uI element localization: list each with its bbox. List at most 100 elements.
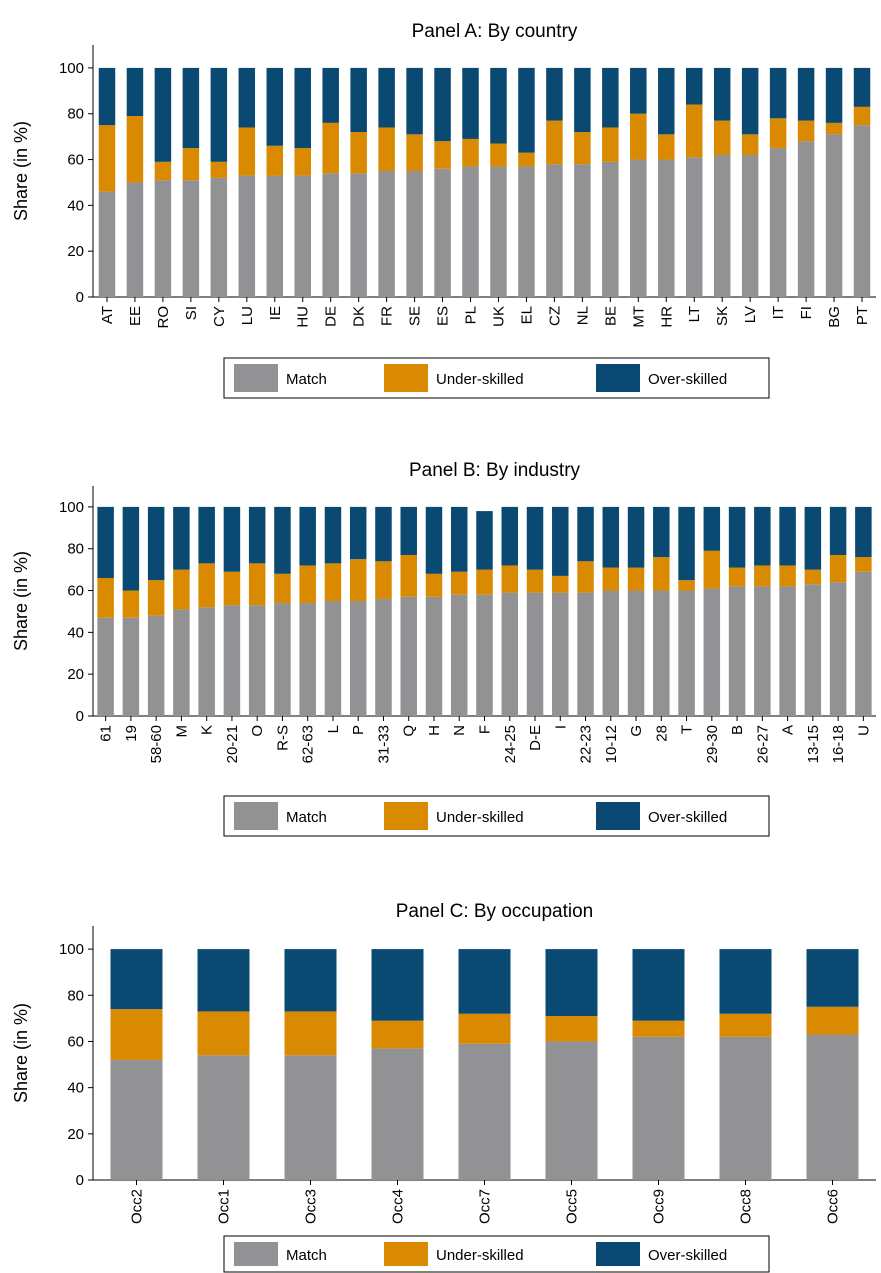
bar-match xyxy=(462,166,479,297)
bar-match xyxy=(518,166,535,297)
x-tick-label: FI xyxy=(798,306,815,319)
bar-under-skilled xyxy=(476,569,493,595)
bar-under-skilled xyxy=(754,565,771,587)
y-tick-label: 0 xyxy=(76,289,84,306)
bar-under-skilled xyxy=(458,1013,511,1044)
bar-under-skilled xyxy=(425,573,443,597)
x-tick-label: 20-21 xyxy=(224,725,241,763)
legend-label: Match xyxy=(286,371,327,388)
bar-under-skilled xyxy=(518,152,535,167)
bar-over-skilled xyxy=(602,67,619,128)
y-tick-label: 20 xyxy=(67,243,84,260)
x-tick-label: Occ4 xyxy=(390,1189,407,1224)
x-tick-label: HR xyxy=(658,306,675,328)
bar-under-skilled xyxy=(375,561,392,599)
bar-over-skilled xyxy=(425,506,443,574)
bar-under-skilled xyxy=(98,125,116,192)
bar-match xyxy=(545,1041,598,1180)
bar-match xyxy=(552,592,569,716)
bar-match xyxy=(349,601,367,716)
bar-over-skilled xyxy=(769,67,787,119)
bar-match xyxy=(434,168,451,297)
legend-label: Match xyxy=(286,1247,327,1264)
bar-over-skilled xyxy=(182,67,200,149)
bar-match xyxy=(741,154,759,297)
bar-over-skilled xyxy=(825,67,843,123)
x-tick-label: MT xyxy=(630,306,647,328)
bar-over-skilled xyxy=(490,67,507,144)
bar-match xyxy=(450,594,468,716)
x-tick-label: HU xyxy=(295,306,312,328)
legend-label: Match xyxy=(286,809,327,826)
chart-title: Panel B: By industry xyxy=(409,460,581,481)
bar-over-skilled xyxy=(154,67,172,162)
y-tick-label: 100 xyxy=(59,60,84,77)
x-tick-label: T xyxy=(679,725,696,734)
legend-swatch-match xyxy=(234,1242,278,1266)
bar-match xyxy=(490,166,507,297)
bar-under-skilled xyxy=(154,161,172,181)
bar-match xyxy=(223,605,241,716)
bar-over-skilled xyxy=(653,506,670,558)
bar-under-skilled xyxy=(627,567,645,591)
bar-over-skilled xyxy=(526,506,544,570)
x-tick-label: Occ8 xyxy=(738,1189,755,1224)
bar-match xyxy=(653,590,670,716)
bar-under-skilled xyxy=(719,1013,772,1037)
bar-match xyxy=(825,134,843,297)
bar-match xyxy=(602,161,619,297)
bar-match xyxy=(574,164,591,297)
bar-over-skilled xyxy=(371,949,424,1021)
bar-over-skilled xyxy=(602,506,620,568)
bar-under-skilled xyxy=(434,141,451,169)
x-tick-label: LV xyxy=(742,306,759,323)
bar-match xyxy=(182,180,200,297)
x-tick-label: I xyxy=(552,725,569,729)
bar-under-skilled xyxy=(238,127,256,176)
bar-under-skilled xyxy=(223,571,241,606)
x-tick-label: B xyxy=(729,725,746,735)
bar-under-skilled xyxy=(126,116,144,183)
bar-over-skilled xyxy=(173,506,190,570)
bar-match xyxy=(322,173,339,297)
bar-under-skilled xyxy=(173,569,190,610)
x-tick-label: O xyxy=(249,725,266,737)
legend-label: Under-skilled xyxy=(436,809,524,826)
bar-match xyxy=(577,592,594,716)
legend-label: Over-skilled xyxy=(648,809,727,826)
bar-under-skilled xyxy=(324,563,342,601)
bar-under-skilled xyxy=(210,161,228,178)
bar-under-skilled xyxy=(97,578,114,618)
bar-match xyxy=(371,1048,424,1180)
bar-match xyxy=(458,1043,511,1180)
bar-over-skilled xyxy=(804,506,822,570)
bar-over-skilled xyxy=(779,506,796,566)
bar-match xyxy=(110,1059,163,1180)
x-tick-label: RO xyxy=(155,306,172,329)
bar-match xyxy=(122,617,140,716)
bar-match xyxy=(378,171,395,297)
bar-under-skilled xyxy=(853,106,871,126)
bar-under-skilled xyxy=(653,557,670,591)
bar-match xyxy=(678,590,695,716)
bar-over-skilled xyxy=(546,67,563,121)
bar-under-skilled xyxy=(400,555,417,597)
y-tick-label: 80 xyxy=(67,106,84,123)
bar-match xyxy=(501,592,519,716)
x-tick-label: AT xyxy=(99,306,116,324)
bar-under-skilled xyxy=(349,559,367,601)
bar-match xyxy=(375,598,392,716)
bar-over-skilled xyxy=(294,67,311,149)
bar-under-skilled xyxy=(769,118,787,149)
bar-over-skilled xyxy=(806,949,859,1007)
bar-match xyxy=(627,590,645,716)
x-tick-label: K xyxy=(199,725,216,735)
legend-label: Over-skilled xyxy=(648,371,727,388)
bar-match xyxy=(829,582,847,716)
bar-under-skilled xyxy=(490,143,507,167)
y-tick-label: 80 xyxy=(67,987,84,1004)
bar-over-skilled xyxy=(349,506,367,560)
bar-match xyxy=(154,180,172,297)
legend-swatch-under-skilled xyxy=(384,802,428,830)
x-tick-label: 31-33 xyxy=(375,725,392,763)
